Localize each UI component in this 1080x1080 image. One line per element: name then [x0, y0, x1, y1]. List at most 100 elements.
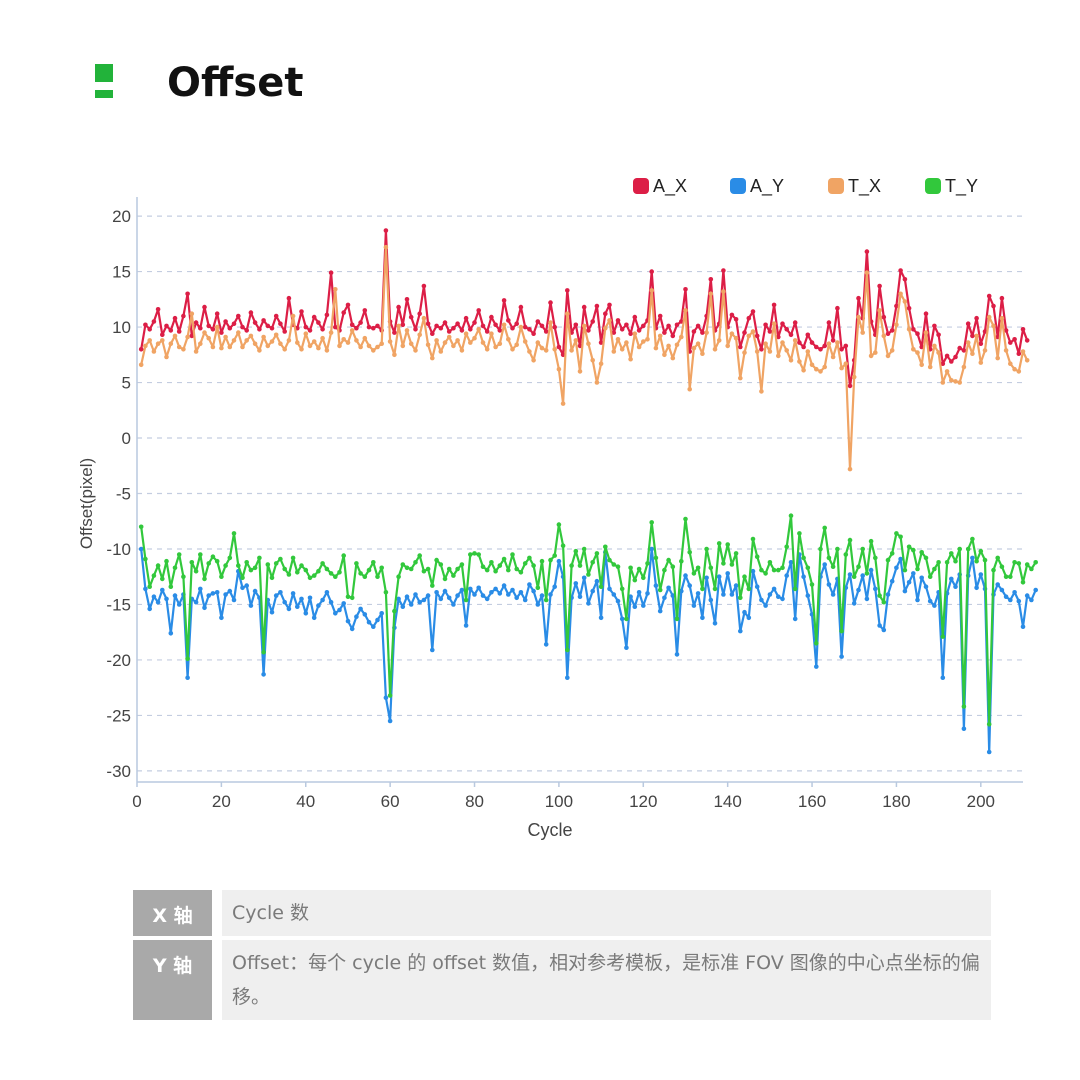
data-point	[189, 333, 195, 339]
data-point	[539, 593, 545, 598]
data-point	[894, 303, 899, 309]
data-point	[535, 319, 541, 324]
data-point	[476, 552, 482, 557]
data-point	[961, 364, 967, 370]
data-point	[944, 369, 950, 374]
x-axis-title: Cycle	[527, 820, 572, 840]
data-point	[805, 349, 811, 354]
data-point	[565, 311, 570, 316]
axis-info-table: X 轴 Cycle 数 Y 轴 Offset：每个 cycle 的 offset…	[133, 890, 991, 1024]
data-point	[889, 578, 895, 584]
data-point	[636, 566, 642, 572]
data-point	[1012, 590, 1017, 595]
data-point	[392, 330, 397, 335]
data-point	[147, 338, 152, 343]
data-point	[949, 576, 954, 582]
data-point	[278, 341, 283, 346]
data-point	[1003, 328, 1009, 333]
data-point	[193, 568, 199, 574]
data-point	[729, 312, 735, 318]
data-point	[784, 544, 789, 550]
data-point	[1016, 598, 1022, 604]
data-point	[307, 343, 313, 349]
data-point	[307, 575, 313, 581]
y-tick-label: -5	[116, 485, 131, 504]
data-point	[835, 546, 840, 552]
data-point	[476, 585, 482, 591]
data-point	[864, 249, 870, 254]
data-point	[236, 313, 241, 319]
data-point	[674, 342, 680, 348]
data-point	[716, 541, 722, 546]
data-point	[877, 593, 882, 598]
data-point	[999, 315, 1005, 321]
data-point	[666, 585, 671, 591]
data-point	[986, 749, 992, 755]
data-point	[881, 599, 887, 605]
data-point	[641, 603, 646, 608]
data-point	[333, 574, 338, 579]
data-point	[219, 330, 224, 335]
data-point	[240, 344, 245, 350]
data-point	[404, 297, 410, 302]
data-point	[434, 323, 439, 329]
data-point	[244, 338, 249, 343]
data-point	[493, 322, 498, 328]
data-point	[792, 338, 798, 343]
data-point	[932, 603, 937, 608]
data-point	[164, 596, 169, 602]
data-point	[615, 598, 621, 604]
data-point	[413, 348, 418, 353]
data-point	[320, 327, 325, 332]
data-point	[860, 546, 865, 552]
data-point	[552, 584, 557, 589]
data-point	[957, 345, 962, 351]
data-point	[206, 561, 211, 566]
data-point	[295, 604, 300, 609]
data-point	[936, 560, 941, 565]
data-point	[729, 562, 735, 567]
data-point	[776, 353, 781, 359]
data-point	[257, 555, 262, 561]
data-point	[619, 586, 625, 592]
data-point	[1016, 351, 1022, 356]
data-point	[607, 586, 612, 592]
data-point	[531, 588, 536, 594]
data-point	[860, 573, 865, 578]
data-point	[408, 602, 414, 607]
data-point	[202, 304, 207, 310]
data-point	[700, 586, 705, 592]
data-point	[311, 314, 317, 320]
data-point	[358, 606, 363, 612]
data-point	[147, 584, 152, 589]
data-point	[632, 331, 638, 336]
data-point	[814, 664, 819, 669]
data-point	[160, 338, 165, 343]
data-point	[763, 341, 768, 346]
data-point	[206, 593, 211, 598]
data-point	[151, 319, 157, 324]
data-point	[586, 341, 591, 346]
data-point	[155, 307, 161, 312]
data-point	[902, 277, 908, 282]
data-point	[328, 330, 334, 335]
data-point	[911, 571, 916, 576]
data-point	[506, 318, 511, 323]
data-point	[776, 594, 781, 599]
data-point	[953, 584, 958, 589]
data-point	[383, 244, 389, 250]
data-point	[932, 343, 937, 349]
data-point	[299, 596, 304, 602]
data-point	[328, 571, 334, 576]
data-point	[565, 675, 570, 680]
data-point	[1020, 327, 1026, 332]
data-point	[940, 634, 946, 639]
data-point	[518, 324, 524, 330]
data-point	[400, 343, 406, 349]
x-tick-label: 200	[967, 792, 995, 811]
data-point	[497, 341, 503, 346]
data-point	[371, 325, 376, 331]
data-point	[611, 562, 617, 567]
data-point	[906, 305, 912, 311]
data-point	[666, 557, 671, 563]
